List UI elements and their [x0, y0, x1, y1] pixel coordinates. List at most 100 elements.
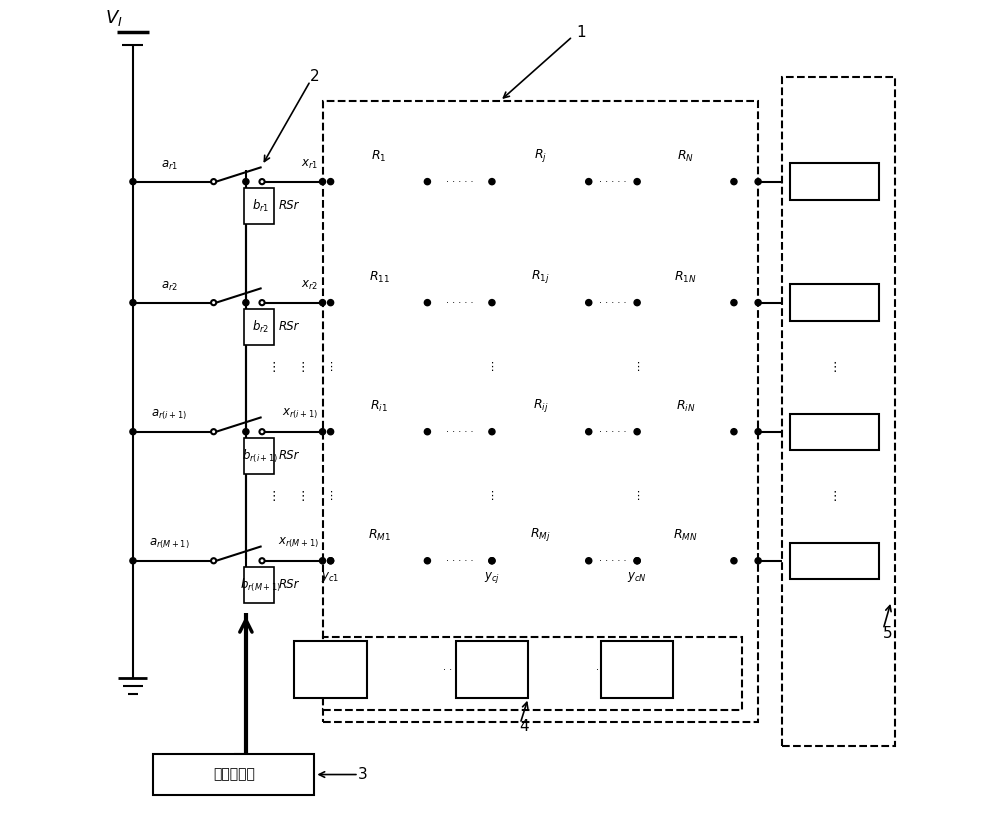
Text: $x_{r(M+1)}$: $x_{r(M+1)}$: [278, 536, 319, 550]
Circle shape: [586, 429, 592, 434]
Text: $x_{r1}$: $x_{r1}$: [301, 158, 319, 171]
Text: $y_{cj}$: $y_{cj}$: [484, 570, 500, 585]
Text: $x_{r2}$: $x_{r2}$: [301, 279, 319, 292]
Text: ⋮: ⋮: [325, 491, 336, 501]
Circle shape: [634, 557, 640, 564]
Circle shape: [328, 429, 334, 434]
Circle shape: [328, 557, 334, 564]
Text: · · · · · ·: · · · · · ·: [443, 665, 476, 675]
Circle shape: [586, 178, 592, 185]
Bar: [790, 164, 879, 200]
Circle shape: [243, 178, 249, 185]
Circle shape: [489, 557, 495, 564]
Circle shape: [731, 557, 737, 564]
Circle shape: [130, 557, 136, 564]
Circle shape: [634, 429, 640, 434]
Circle shape: [755, 557, 761, 564]
Text: ADC$_{r2}$: ADC$_{r2}$: [818, 296, 851, 310]
Text: $a_{r(M+1)}$: $a_{r(M+1)}$: [149, 537, 190, 551]
Circle shape: [259, 558, 265, 563]
Circle shape: [259, 300, 265, 305]
Bar: [323, 637, 742, 710]
Bar: [244, 567, 274, 603]
Circle shape: [319, 178, 326, 185]
Circle shape: [328, 300, 334, 306]
Circle shape: [424, 178, 430, 185]
Text: ⋮: ⋮: [240, 490, 252, 503]
Circle shape: [211, 179, 216, 184]
Circle shape: [489, 178, 495, 185]
Text: $V_I$: $V_I$: [105, 8, 122, 29]
Text: $R_{ij}$: $R_{ij}$: [533, 397, 548, 414]
Text: 3: 3: [358, 767, 368, 782]
Bar: [244, 188, 274, 223]
Circle shape: [243, 429, 249, 434]
Text: $R_{i1}$: $R_{i1}$: [370, 399, 388, 414]
Circle shape: [489, 300, 495, 306]
Text: $x_{r(i+1)}$: $x_{r(i+1)}$: [282, 407, 319, 421]
Text: ⋮: ⋮: [632, 491, 643, 501]
Text: RSr: RSr: [278, 200, 299, 213]
Text: $b_{r1}$: $b_{r1}$: [252, 198, 269, 214]
Text: $b_{r(M+1)}$: $b_{r(M+1)}$: [240, 576, 281, 593]
Text: ⋮: ⋮: [240, 361, 252, 373]
Circle shape: [319, 429, 326, 434]
Circle shape: [424, 429, 430, 434]
Text: · · · · ·: · · · · ·: [446, 297, 473, 307]
Circle shape: [130, 178, 136, 185]
Text: $R_{11}$: $R_{11}$: [369, 270, 389, 285]
Text: ⋮: ⋮: [325, 362, 336, 372]
Circle shape: [731, 429, 737, 434]
Circle shape: [489, 557, 495, 564]
Circle shape: [586, 300, 592, 306]
Text: · · · · · ·: · · · · · ·: [596, 665, 630, 675]
Text: RSr: RSr: [278, 320, 299, 333]
Text: $b_{r(i+1)}$: $b_{r(i+1)}$: [242, 447, 279, 465]
Text: · · · · ·: · · · · ·: [599, 297, 627, 307]
Circle shape: [489, 429, 495, 434]
Circle shape: [755, 300, 761, 306]
Circle shape: [424, 557, 430, 564]
Text: ⋮: ⋮: [632, 362, 643, 372]
Bar: [790, 413, 879, 450]
Circle shape: [130, 300, 136, 306]
Circle shape: [328, 557, 334, 564]
Text: 2: 2: [310, 69, 319, 84]
Text: $R_{iN}$: $R_{iN}$: [676, 399, 695, 414]
Text: $R_1$: $R_1$: [371, 149, 387, 164]
Text: $R_j$: $R_j$: [534, 147, 547, 164]
Text: ⋮: ⋮: [486, 491, 497, 501]
Text: · · · · ·: · · · · ·: [446, 556, 473, 566]
Circle shape: [319, 557, 326, 564]
Text: ⋮: ⋮: [268, 490, 280, 503]
Text: RSr: RSr: [278, 579, 299, 592]
Text: 1: 1: [576, 25, 585, 40]
Bar: [153, 755, 314, 795]
Text: ADC$_{cj}$: ADC$_{cj}$: [476, 662, 508, 678]
Text: ⋮: ⋮: [296, 490, 309, 503]
Text: ⋮: ⋮: [829, 361, 841, 373]
Text: $a_{r1}$: $a_{r1}$: [161, 159, 178, 172]
Circle shape: [211, 558, 216, 563]
Text: ⋮: ⋮: [296, 361, 309, 373]
Text: · · · · ·: · · · · ·: [599, 556, 627, 566]
Circle shape: [731, 300, 737, 306]
Text: 4: 4: [519, 719, 529, 734]
Bar: [782, 77, 895, 747]
Bar: [456, 641, 528, 698]
Circle shape: [328, 178, 334, 185]
Text: $y_{c1}$: $y_{c1}$: [321, 570, 340, 584]
Text: $a_{r2}$: $a_{r2}$: [161, 280, 178, 293]
Text: ADC$_{cN}$: ADC$_{cN}$: [619, 663, 655, 676]
Text: $R_N$: $R_N$: [677, 149, 694, 164]
Text: · · · · ·: · · · · ·: [446, 177, 473, 187]
Bar: [294, 641, 367, 698]
Circle shape: [211, 300, 216, 305]
Text: $R_{M1}$: $R_{M1}$: [368, 528, 390, 543]
Bar: [323, 101, 758, 722]
Circle shape: [586, 557, 592, 564]
Text: ADC$_{r(i+1)}$: ADC$_{r(i+1)}$: [809, 425, 860, 439]
Text: ⋮: ⋮: [829, 490, 841, 503]
Text: 5: 5: [882, 626, 892, 641]
Text: ⋮: ⋮: [268, 361, 280, 373]
